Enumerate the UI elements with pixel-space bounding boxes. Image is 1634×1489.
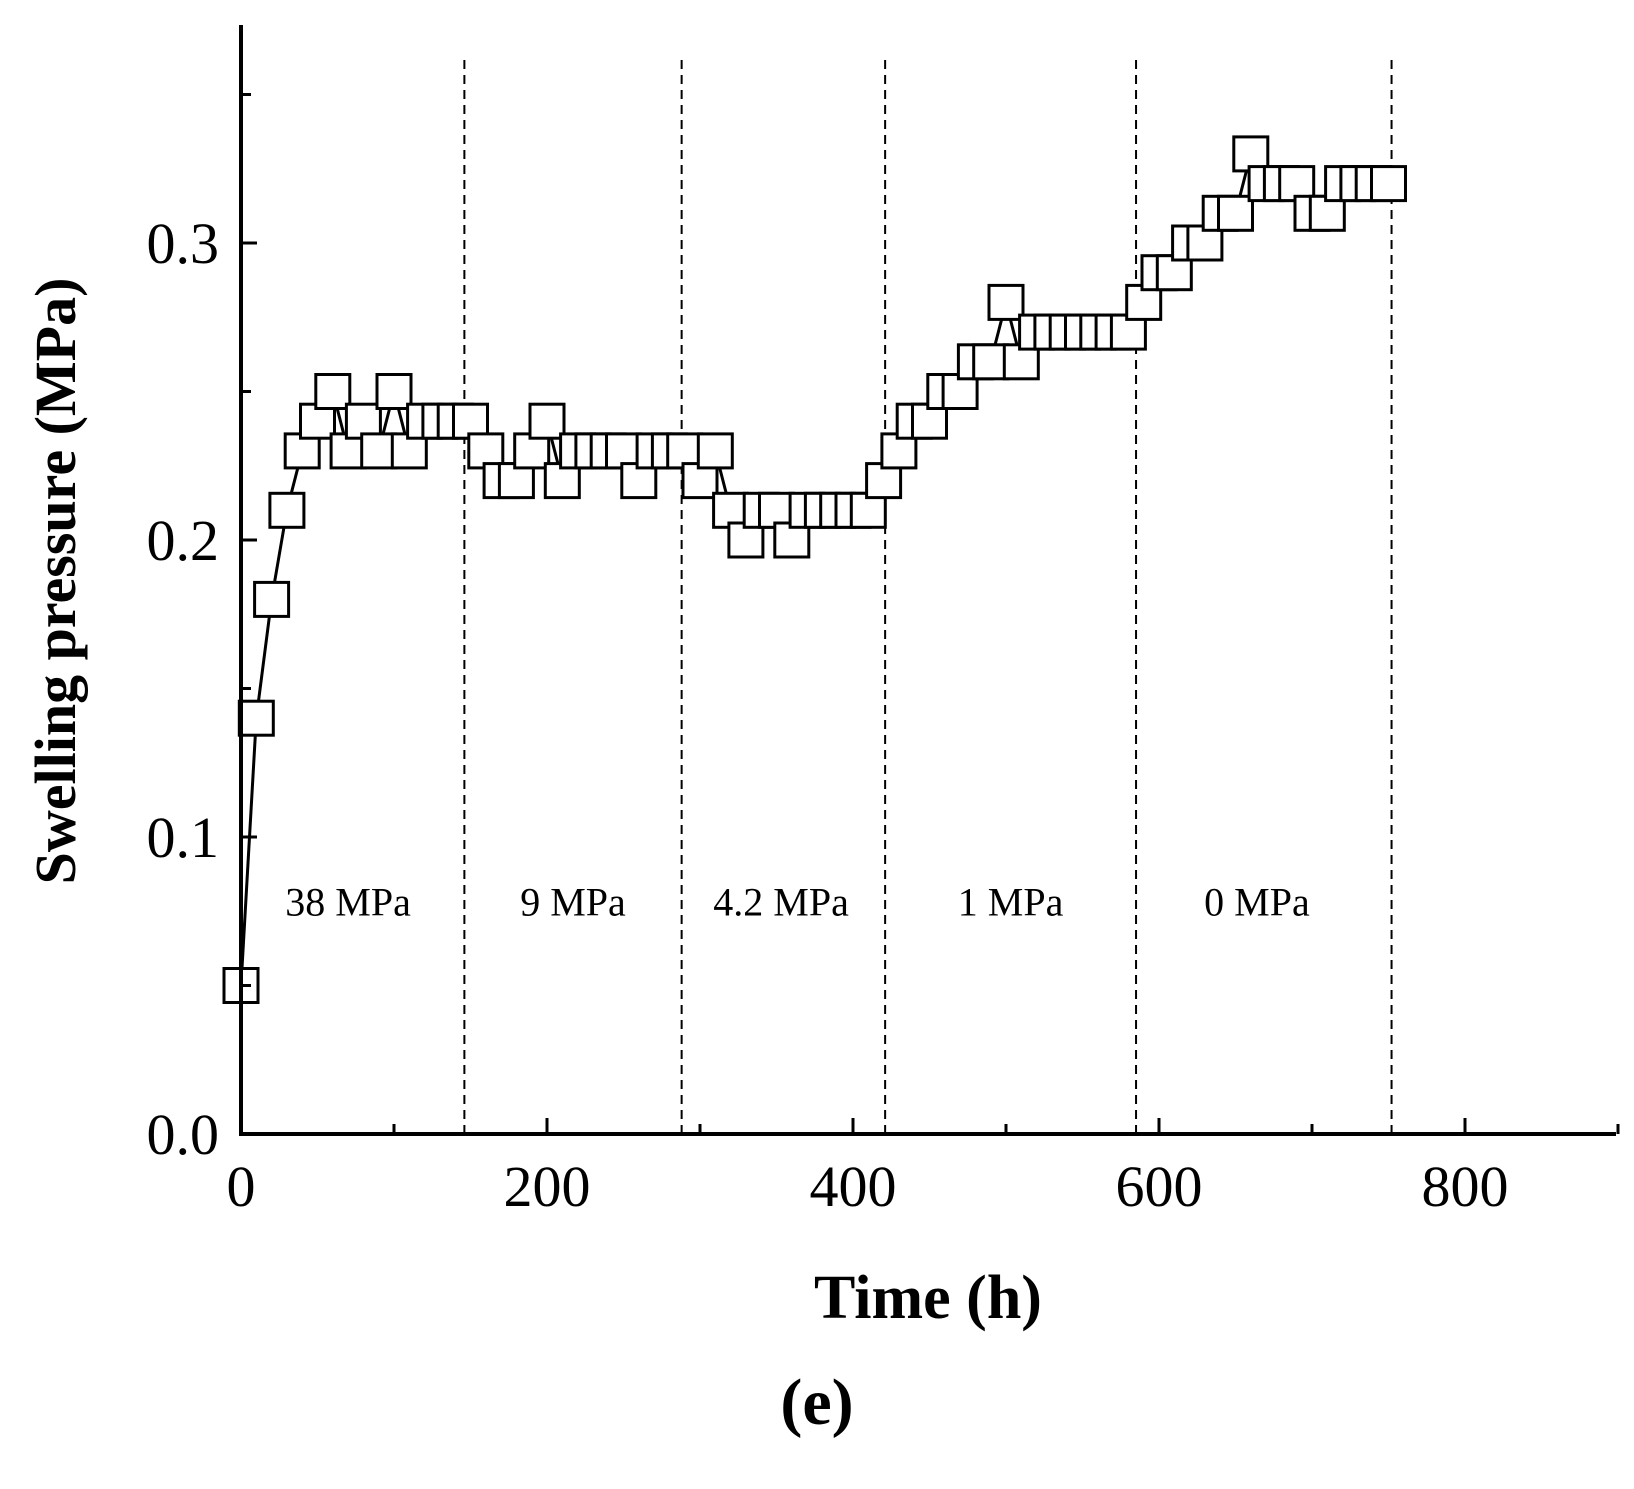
- data-point: [987, 283, 1025, 321]
- data-point: [1217, 194, 1254, 232]
- stage-labels: 38 MPa 9 MPa 4.2 MPa 1 MPa 0 MPa: [285, 879, 1310, 924]
- data-point: [314, 373, 352, 410]
- data-point: [696, 432, 734, 470]
- data-point: [1370, 165, 1407, 203]
- y-ticks: 0.0 0.1 0.2 0.3: [147, 93, 257, 1167]
- x-ticks: 0 200 400 600 800: [227, 1118, 1620, 1219]
- panel-label: (e): [780, 1366, 854, 1439]
- data-markers: [222, 135, 1407, 1004]
- axes: [239, 25, 1616, 1136]
- x-axis-label: Time (h): [814, 1264, 1042, 1332]
- x-tick-label: 200: [504, 1154, 591, 1219]
- stage-label: 9 MPa: [520, 879, 626, 924]
- stage-label: 1 MPa: [958, 879, 1064, 924]
- x-tick-label: 600: [1116, 1154, 1203, 1219]
- series-line: [239, 149, 1389, 986]
- y-tick-label: 0.2: [147, 508, 220, 573]
- y-tick-label: 0.3: [147, 211, 220, 276]
- data-point: [375, 373, 413, 410]
- data-point: [528, 402, 566, 440]
- data-point: [253, 580, 291, 618]
- x-tick-label: 800: [1422, 1154, 1509, 1219]
- y-axis-label: Swelling pressure (MPa): [23, 278, 88, 885]
- x-tick-label: 0: [227, 1154, 256, 1219]
- data-point: [360, 432, 398, 470]
- data-point: [972, 343, 1010, 381]
- y-tick-label: 0.0: [147, 1102, 220, 1167]
- x-tick-label: 400: [810, 1154, 897, 1219]
- stage-label: 4.2 MPa: [713, 879, 849, 924]
- stage-label: 38 MPa: [285, 879, 411, 924]
- y-tick-label: 0.1: [147, 805, 220, 870]
- data-point: [268, 491, 306, 529]
- stage-label: 0 MPa: [1204, 879, 1310, 924]
- series-polyline: [239, 149, 1389, 986]
- data-point: [237, 699, 275, 737]
